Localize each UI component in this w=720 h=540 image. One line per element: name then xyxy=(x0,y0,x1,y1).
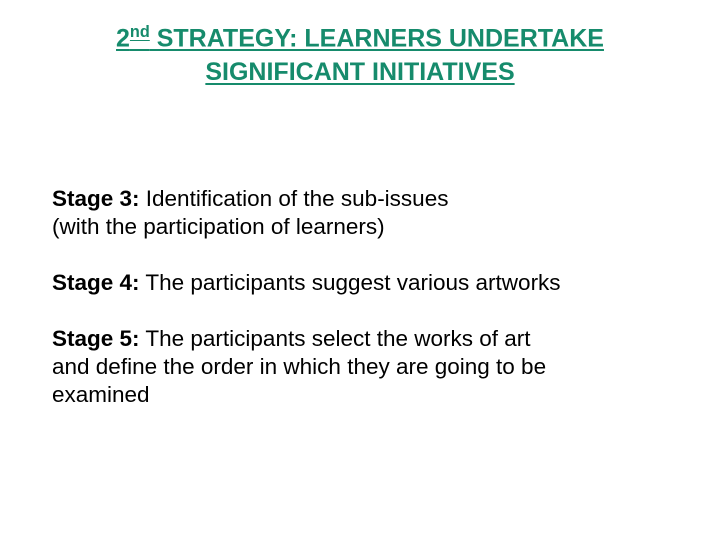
stage-label: Stage 5: xyxy=(52,326,140,351)
stage-item: Stage 3: Identification of the sub-issue… xyxy=(52,185,672,241)
stage-label: Stage 4: xyxy=(52,270,140,295)
stages-list: Stage 3: Identification of the sub-issue… xyxy=(48,185,672,410)
stage-item: Stage 5: The participants select the wor… xyxy=(52,325,672,409)
slide-title: 2nd STRATEGY: LEARNERS UNDERTAKE SIGNIFI… xyxy=(48,22,672,90)
stage-text-line: Identification of the sub-issues xyxy=(140,186,449,211)
stage-text-line: examined xyxy=(52,382,150,407)
title-line-2: SIGNIFICANT INITIATIVES xyxy=(48,56,672,90)
stage-item: Stage 4: The participants suggest variou… xyxy=(52,269,672,297)
title-line-1: 2nd STRATEGY: LEARNERS UNDERTAKE xyxy=(48,22,672,56)
stage-text-line: The participants select the works of art xyxy=(140,326,531,351)
title-line1-rest: STRATEGY: LEARNERS UNDERTAKE xyxy=(150,24,604,52)
stage-text-line: (with the participation of learners) xyxy=(52,214,385,239)
stage-text-line: The participants suggest various artwork… xyxy=(140,270,561,295)
slide-container: 2nd STRATEGY: LEARNERS UNDERTAKE SIGNIFI… xyxy=(0,0,720,540)
stage-text-line: and define the order in which they are g… xyxy=(52,354,546,379)
stage-label: Stage 3: xyxy=(52,186,140,211)
title-ordinal: nd xyxy=(130,23,150,41)
title-prefix: 2 xyxy=(116,24,130,52)
